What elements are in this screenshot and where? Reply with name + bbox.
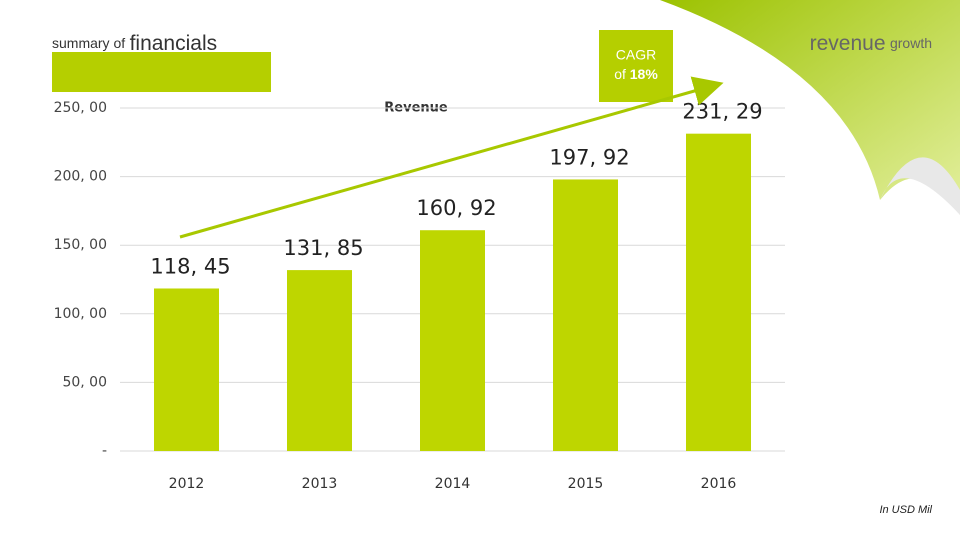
y-tick-label: 250, 00 xyxy=(54,100,107,116)
decoration xyxy=(660,0,960,215)
bar xyxy=(553,179,618,451)
value-label: 160, 92 xyxy=(416,196,496,220)
value-label: 118, 45 xyxy=(150,254,230,278)
cagr-arrow xyxy=(179,76,724,239)
cagr-of: of xyxy=(614,66,626,82)
x-tick-label: 2014 xyxy=(435,476,471,492)
y-tick-label: 100, 00 xyxy=(54,306,107,322)
title-emphasis: financials xyxy=(130,32,218,55)
y-tick-label: 200, 00 xyxy=(54,169,107,185)
title: summary of xyxy=(52,35,125,51)
cagr-value: of 18% xyxy=(614,66,658,82)
subtitle-small: growth xyxy=(890,35,932,51)
decoration xyxy=(880,157,960,215)
cagr-label: CAGR xyxy=(616,47,656,63)
bar xyxy=(686,133,751,452)
value-label: 197, 92 xyxy=(549,145,629,169)
value-label: 231, 29 xyxy=(682,100,762,124)
x-tick-label: 2016 xyxy=(701,476,737,492)
value-label: 131, 85 xyxy=(283,236,363,260)
plot: - 50, 00 100, 00 150, 00 200, 00 250, 00 118, … xyxy=(54,100,785,492)
subtitle-main: revenue xyxy=(810,32,886,55)
bar xyxy=(420,230,485,451)
cagr-highlight: 18% xyxy=(630,66,659,82)
y-tick-label: 50, 00 xyxy=(62,374,107,390)
x-tick-label: 2012 xyxy=(169,476,205,492)
x-tick-label: 2013 xyxy=(302,476,338,492)
y-tick-label: 150, 00 xyxy=(54,237,107,253)
cagr-box xyxy=(599,30,673,102)
bar xyxy=(154,288,219,451)
note: In USD Mil xyxy=(879,504,932,516)
subtitle: revenue growth xyxy=(810,32,932,55)
y-tick-label: - xyxy=(102,443,107,459)
x-tick-label: 2015 xyxy=(568,476,604,492)
bar xyxy=(287,270,352,451)
chart-title: summary of financials xyxy=(52,32,217,55)
title-bar xyxy=(52,52,271,92)
